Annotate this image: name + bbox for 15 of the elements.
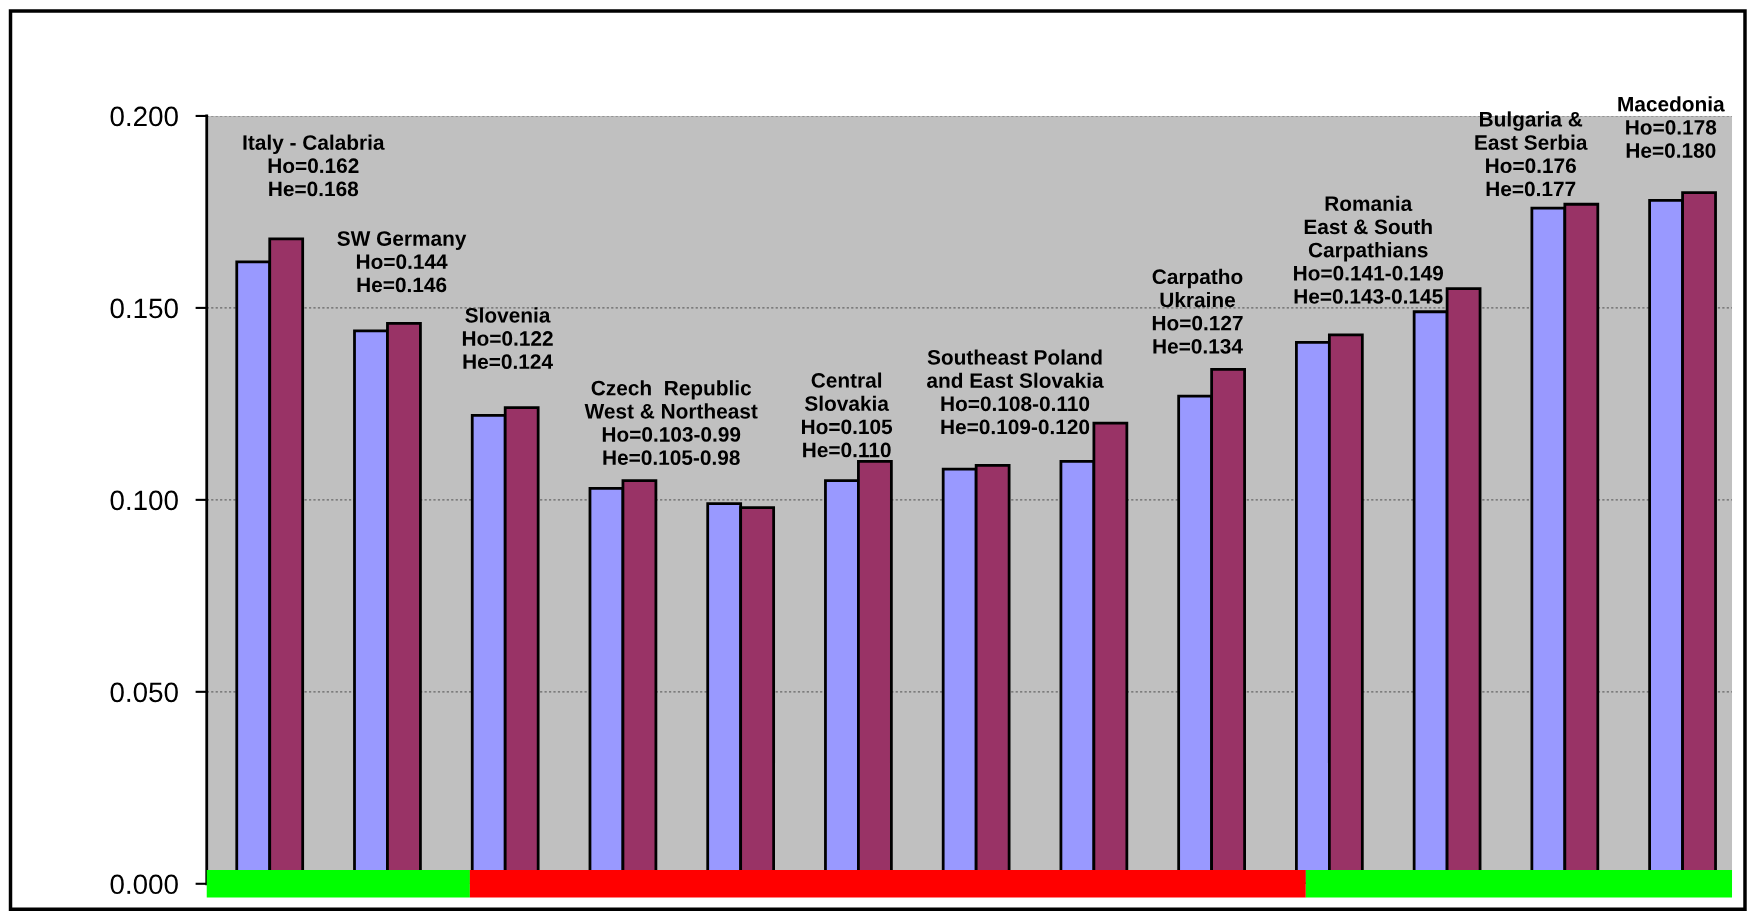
annotation: Carpatho Ukraine Ho=0.127 He=0.134 bbox=[1152, 268, 1243, 354]
y-tick-label: 0.100 bbox=[110, 490, 178, 511]
annotation: Italy - Calabria Ho=0.162 He=0.168 bbox=[243, 134, 385, 197]
annotation: SW Germany Ho=0.144 He=0.146 bbox=[337, 231, 467, 293]
annotation: Slovenia Ho=0.122 He=0.124 bbox=[462, 307, 553, 370]
y-tick-label: 0.050 bbox=[110, 682, 178, 703]
annotation: Macedonia Ho=0.178 He=0.180 bbox=[1618, 96, 1725, 158]
annotation: Bulgaria & East Serbia Ho=0.176 He=0.177 bbox=[1475, 111, 1588, 197]
y-tick-label: 0.200 bbox=[110, 106, 178, 127]
y-tick-label: 0.150 bbox=[110, 298, 178, 319]
annotation: Southeast Poland and East Slovakia Ho=0.108-0.110 He=0.109-0.120 bbox=[927, 349, 1104, 435]
annotation: Romania East & South Carpathians Ho=0.141-0.149 He=0.143-0.145 bbox=[1294, 195, 1444, 304]
annotation: Czech Republic West & Northeast Ho=0.103-0.99 He=0.105-0.98 bbox=[584, 380, 758, 466]
annotation: Central Slovakia Ho=0.105 He=0.110 bbox=[802, 372, 893, 458]
y-tick-label: 0.000 bbox=[110, 874, 178, 895]
